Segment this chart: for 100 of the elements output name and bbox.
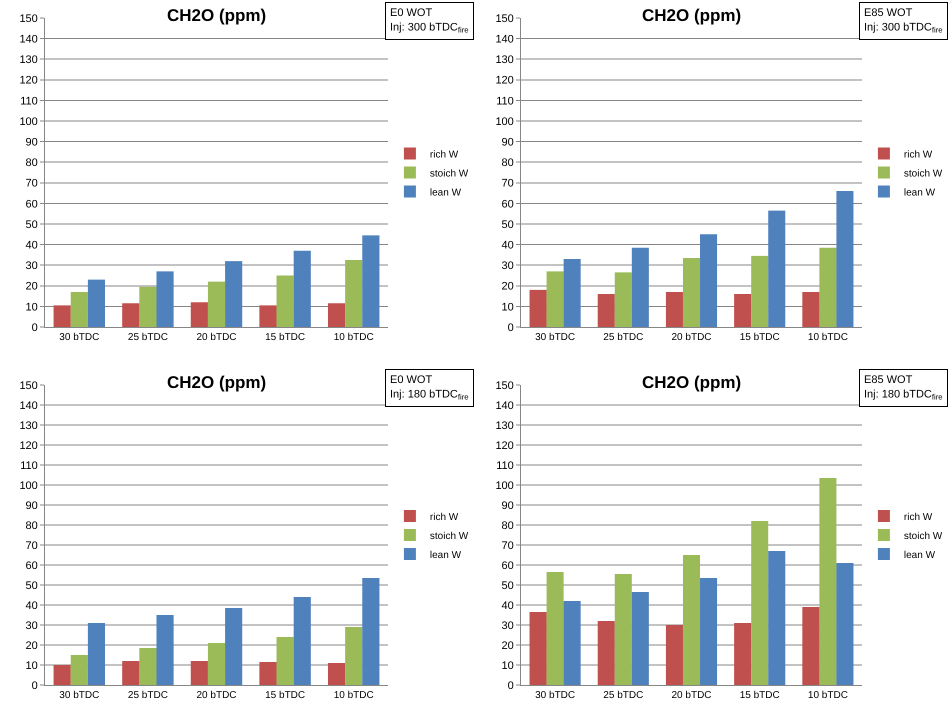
y-tick-label: 80 (502, 157, 514, 170)
y-tick-label: 40 (26, 239, 38, 252)
bar (682, 555, 700, 685)
y-tick-label: 20 (502, 640, 514, 652)
x-tick-label: 30 bTDC (59, 690, 100, 701)
y-tick-label: 30 (502, 620, 514, 632)
bar (70, 292, 88, 327)
y-tick-label: 30 (26, 260, 38, 272)
bar (768, 551, 786, 685)
y-tick-label: 80 (26, 520, 38, 532)
x-tick-label: 20 bTDC (671, 690, 712, 701)
y-tick-label: 30 (26, 620, 38, 632)
bar (819, 478, 836, 685)
y-tick-label: 120 (19, 74, 38, 87)
bar (802, 292, 820, 327)
y-tick-label: 60 (502, 560, 514, 572)
x-tick-label: 15 bTDC (265, 690, 306, 701)
bar (139, 286, 156, 327)
x-tick-label: 10 bTDC (334, 690, 374, 701)
bar (122, 303, 140, 327)
y-tick-label: 140 (19, 33, 38, 46)
bar (802, 607, 820, 685)
x-tick-label: 15 bTDC (740, 690, 780, 701)
bar (156, 271, 174, 327)
y-tick-label: 110 (20, 460, 38, 472)
x-tick-label: 10 bTDC (808, 332, 848, 343)
bar (700, 234, 718, 327)
bar (530, 290, 547, 327)
y-tick-label: 110 (496, 95, 514, 108)
y-tick-label: 100 (19, 480, 38, 492)
y-tick-label: 90 (502, 136, 514, 148)
bar (564, 601, 581, 685)
y-tick-label: 40 (26, 600, 38, 612)
x-tick-label: 30 bTDC (535, 332, 576, 343)
y-tick-label: 60 (502, 198, 514, 210)
y-tick-label: 20 (26, 640, 38, 652)
x-tick-label: 20 bTDC (196, 332, 237, 343)
legend-label: lean W (430, 550, 462, 561)
y-tick-label: 0 (32, 322, 38, 334)
bar (700, 578, 718, 685)
bar (139, 648, 156, 685)
y-tick-label: 10 (26, 301, 38, 314)
y-tick-label: 20 (502, 280, 514, 293)
x-tick-label: 15 bTDC (265, 332, 306, 343)
bar (598, 294, 615, 327)
bar (614, 574, 632, 685)
y-tick-label: 140 (19, 400, 38, 412)
legend-label: stoich W (904, 530, 943, 542)
x-tick-label: 30 bTDC (59, 332, 100, 343)
x-tick-label: 30 bTDC (535, 690, 576, 701)
bar (54, 305, 71, 327)
y-tick-label: 110 (20, 95, 38, 108)
legend-label: stoich W (430, 168, 469, 180)
x-tick-label: 25 bTDC (603, 690, 644, 701)
x-tick-label: 25 bTDC (128, 332, 168, 343)
y-tick-label: 50 (502, 580, 514, 592)
bar (328, 303, 346, 327)
y-tick-label: 150 (495, 380, 514, 392)
y-tick-label: 80 (26, 157, 38, 170)
legend-label: rich W (430, 149, 459, 160)
text: E85 WOT Inj: 180 bTDC$_{fire}$ (864, 374, 943, 402)
text: E0 WOT Inj: 180 bTDC$_{fire}$ (390, 374, 469, 402)
bar (345, 627, 362, 685)
y-tick-label: 100 (495, 480, 514, 492)
y-tick-label: 50 (26, 580, 38, 592)
y-tick-label: 150 (495, 12, 514, 25)
bar (208, 643, 226, 685)
bar (530, 612, 547, 685)
y-tick-label: 140 (495, 400, 514, 412)
y-tick-label: 100 (495, 116, 514, 128)
y-tick-label: 10 (502, 660, 514, 672)
bar (546, 572, 564, 685)
y-tick-label: 70 (502, 540, 514, 552)
x-tick-label: 20 bTDC (196, 690, 237, 701)
bar (259, 305, 277, 327)
legend-label: rich W (904, 512, 933, 523)
y-tick-label: 100 (19, 116, 38, 128)
y-tick-label: 0 (32, 680, 38, 692)
legend-label: rich W (430, 512, 459, 523)
x-tick-label: 20 bTDC (671, 332, 712, 343)
y-tick-label: 10 (502, 301, 514, 314)
y-tick-label: 10 (26, 660, 38, 672)
y-tick-label: 90 (26, 500, 38, 512)
bar (666, 292, 683, 327)
bar (546, 271, 564, 327)
y-tick-label: 70 (26, 178, 38, 190)
y-tick-label: 40 (502, 600, 514, 612)
y-tick-label: 20 (26, 280, 38, 293)
chart-title: CH2O (ppm) (642, 6, 742, 25)
bar (294, 597, 311, 685)
bar (88, 280, 106, 327)
bar (632, 248, 649, 327)
y-tick-label: 130 (495, 54, 514, 66)
y-tick-label: 50 (502, 218, 514, 231)
bar (836, 563, 854, 685)
bar (734, 623, 752, 685)
y-tick-label: 0 (508, 680, 514, 692)
y-tick-label: 70 (26, 540, 38, 552)
y-tick-label: 140 (495, 33, 514, 46)
chart-title: CH2O (ppm) (642, 373, 742, 392)
